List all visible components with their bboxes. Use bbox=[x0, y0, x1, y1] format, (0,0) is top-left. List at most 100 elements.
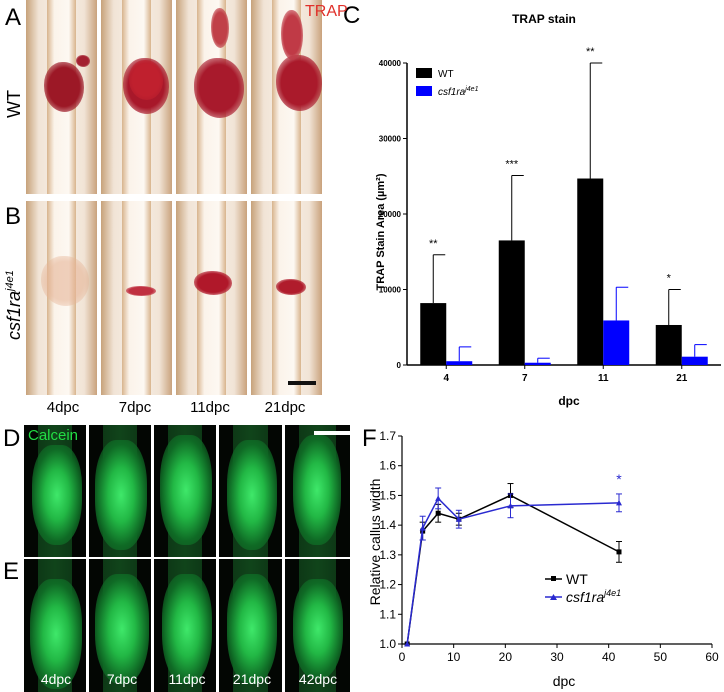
x-tick-label: 0 bbox=[399, 650, 406, 664]
calcein-column-label-11dpc: 11dpc bbox=[168, 671, 206, 687]
legend-swatch-mutant bbox=[416, 86, 432, 96]
chart-f-ylabel: Relative callus width bbox=[367, 479, 383, 606]
legend-label-mutant: csf1raj4e1 bbox=[438, 86, 479, 98]
calcein-photo-wt-11dpc bbox=[154, 425, 216, 557]
calcein-photo-wt-4dpc bbox=[24, 425, 86, 557]
y-tick-label: 1.6 bbox=[379, 459, 396, 473]
calcein-callus-signal bbox=[32, 445, 82, 545]
significance-marker: *** bbox=[505, 158, 519, 170]
bar-mutant-21 bbox=[681, 356, 708, 365]
trap-photo-wt-11dpc bbox=[176, 0, 247, 194]
calcein-callus-signal bbox=[95, 574, 149, 684]
x-tick-label: 21 bbox=[676, 373, 688, 384]
legend-label-wt-f: WT bbox=[566, 571, 588, 587]
callus-width-line-chart: Relative callus width dpc 1.0 1.1 1.2 1.3 1.… bbox=[367, 429, 719, 689]
panel-label-d: D bbox=[3, 425, 21, 452]
y-tick-label: 1.5 bbox=[379, 488, 396, 502]
x-tick-label: 11 bbox=[598, 373, 609, 384]
calcein-callus-signal bbox=[162, 574, 212, 684]
calcein-column-label-21dpc: 21dpc bbox=[232, 671, 272, 687]
trap-bar-chart: TRAP stain TRAP Stain Area (µm²) dpc 0 10… bbox=[375, 12, 721, 408]
bar-wt-21 bbox=[655, 324, 682, 365]
calcein-callus-signal bbox=[95, 440, 147, 550]
panel-label-f: F bbox=[362, 425, 377, 452]
legend-marker-wt bbox=[551, 576, 556, 581]
trap-photo-mutant-4dpc bbox=[26, 201, 97, 395]
column-label-7dpc: 7dpc bbox=[118, 399, 152, 416]
data-point-wt bbox=[616, 549, 622, 555]
calcein-callus-signal bbox=[227, 440, 277, 550]
panel-label-b: B bbox=[5, 203, 22, 230]
column-label-4dpc: 4dpc bbox=[46, 399, 80, 416]
significance-marker: * bbox=[667, 273, 672, 285]
calcein-callus-signal bbox=[227, 574, 277, 684]
panel-label-c: C bbox=[343, 2, 361, 29]
bone-shaft bbox=[122, 201, 151, 395]
trap-stain-region bbox=[276, 279, 306, 295]
bone-shaft bbox=[197, 201, 226, 395]
y-tick-label: 10000 bbox=[379, 286, 402, 295]
data-point-mutant bbox=[435, 495, 442, 501]
bar-wt-7 bbox=[498, 240, 525, 365]
calcein-callus-signal bbox=[293, 435, 341, 545]
trap-photo-mutant-21dpc bbox=[251, 201, 322, 395]
calcein-photo-mutant-11dpc bbox=[154, 559, 216, 692]
calcein-photo-mutant-42dpc bbox=[285, 559, 350, 692]
significance-marker: ** bbox=[429, 238, 438, 250]
trap-photo-wt-4dpc bbox=[26, 0, 97, 194]
trap-photo-mutant-7dpc bbox=[101, 201, 172, 395]
data-point-mutant bbox=[404, 641, 411, 647]
y-tick-label: 1.7 bbox=[379, 429, 396, 443]
calcein-callus-signal bbox=[160, 435, 212, 545]
trap-stain-region bbox=[126, 286, 156, 296]
chart-f-xlabel: dpc bbox=[553, 673, 576, 689]
trap-photo-wt-21dpc bbox=[251, 0, 322, 194]
trap-photo-wt-7dpc bbox=[101, 0, 172, 194]
row-label-mutant-trap: csf1raj4e1 bbox=[4, 270, 24, 340]
trap-stain-region bbox=[76, 55, 90, 67]
scale-bar-trap bbox=[288, 381, 316, 385]
row-label-wt-trap: WT bbox=[4, 90, 24, 118]
calcein-photo-wt-21dpc bbox=[219, 425, 282, 557]
data-point-mutant bbox=[419, 525, 426, 531]
trap-stain-region bbox=[129, 60, 163, 100]
data-point-wt bbox=[435, 510, 441, 516]
significance-marker: ** bbox=[586, 46, 595, 58]
trap-stain-region bbox=[194, 271, 232, 295]
scale-bar-calcein bbox=[314, 431, 350, 435]
column-label-21dpc: 21dpc bbox=[264, 399, 306, 416]
y-tick-label: 1.1 bbox=[379, 607, 396, 621]
significance-marker: * bbox=[616, 471, 622, 487]
calcein-photo-mutant-4dpc bbox=[24, 559, 86, 692]
trap-label: TRAP bbox=[305, 3, 348, 20]
x-tick-label: 40 bbox=[602, 650, 616, 664]
y-tick-label: 20000 bbox=[379, 210, 402, 219]
legend-label-wt: WT bbox=[438, 69, 454, 80]
calcein-column-label-7dpc: 7dpc bbox=[106, 671, 138, 687]
chart-c-xlabel: dpc bbox=[558, 394, 580, 408]
legend-swatch-wt bbox=[416, 68, 432, 78]
row-label-wt-calcein: WT bbox=[5, 487, 25, 515]
calcein-photo-mutant-7dpc bbox=[89, 559, 151, 692]
calcein-photo-mutant-21dpc bbox=[219, 559, 282, 692]
panel-label-a: A bbox=[5, 4, 22, 31]
trap-photo-mutant-11dpc bbox=[176, 201, 247, 395]
y-tick-label: 1.4 bbox=[379, 518, 396, 532]
bar-mutant-7 bbox=[524, 362, 551, 365]
column-label-11dpc: 11dpc bbox=[190, 399, 230, 416]
calcein-column-label-4dpc: 4dpc bbox=[40, 671, 72, 687]
y-tick-label: 30000 bbox=[379, 135, 402, 144]
calcein-photo-wt-7dpc bbox=[89, 425, 151, 557]
y-tick-label: 1.2 bbox=[379, 578, 396, 592]
x-tick-label: 10 bbox=[447, 650, 461, 664]
bar-wt-4 bbox=[420, 303, 447, 365]
trap-stain-region bbox=[276, 55, 322, 111]
legend-label-mutant-f: csf1raj4e1 bbox=[566, 588, 621, 605]
trap-stain-region bbox=[281, 10, 303, 60]
calcein-label: Calcein bbox=[28, 427, 79, 444]
bar-mutant-4 bbox=[446, 361, 473, 365]
trap-stain-region bbox=[44, 62, 84, 112]
calcein-callus-signal bbox=[293, 579, 343, 679]
data-point-mutant bbox=[507, 502, 514, 509]
y-tick-label: 1.0 bbox=[379, 637, 396, 651]
